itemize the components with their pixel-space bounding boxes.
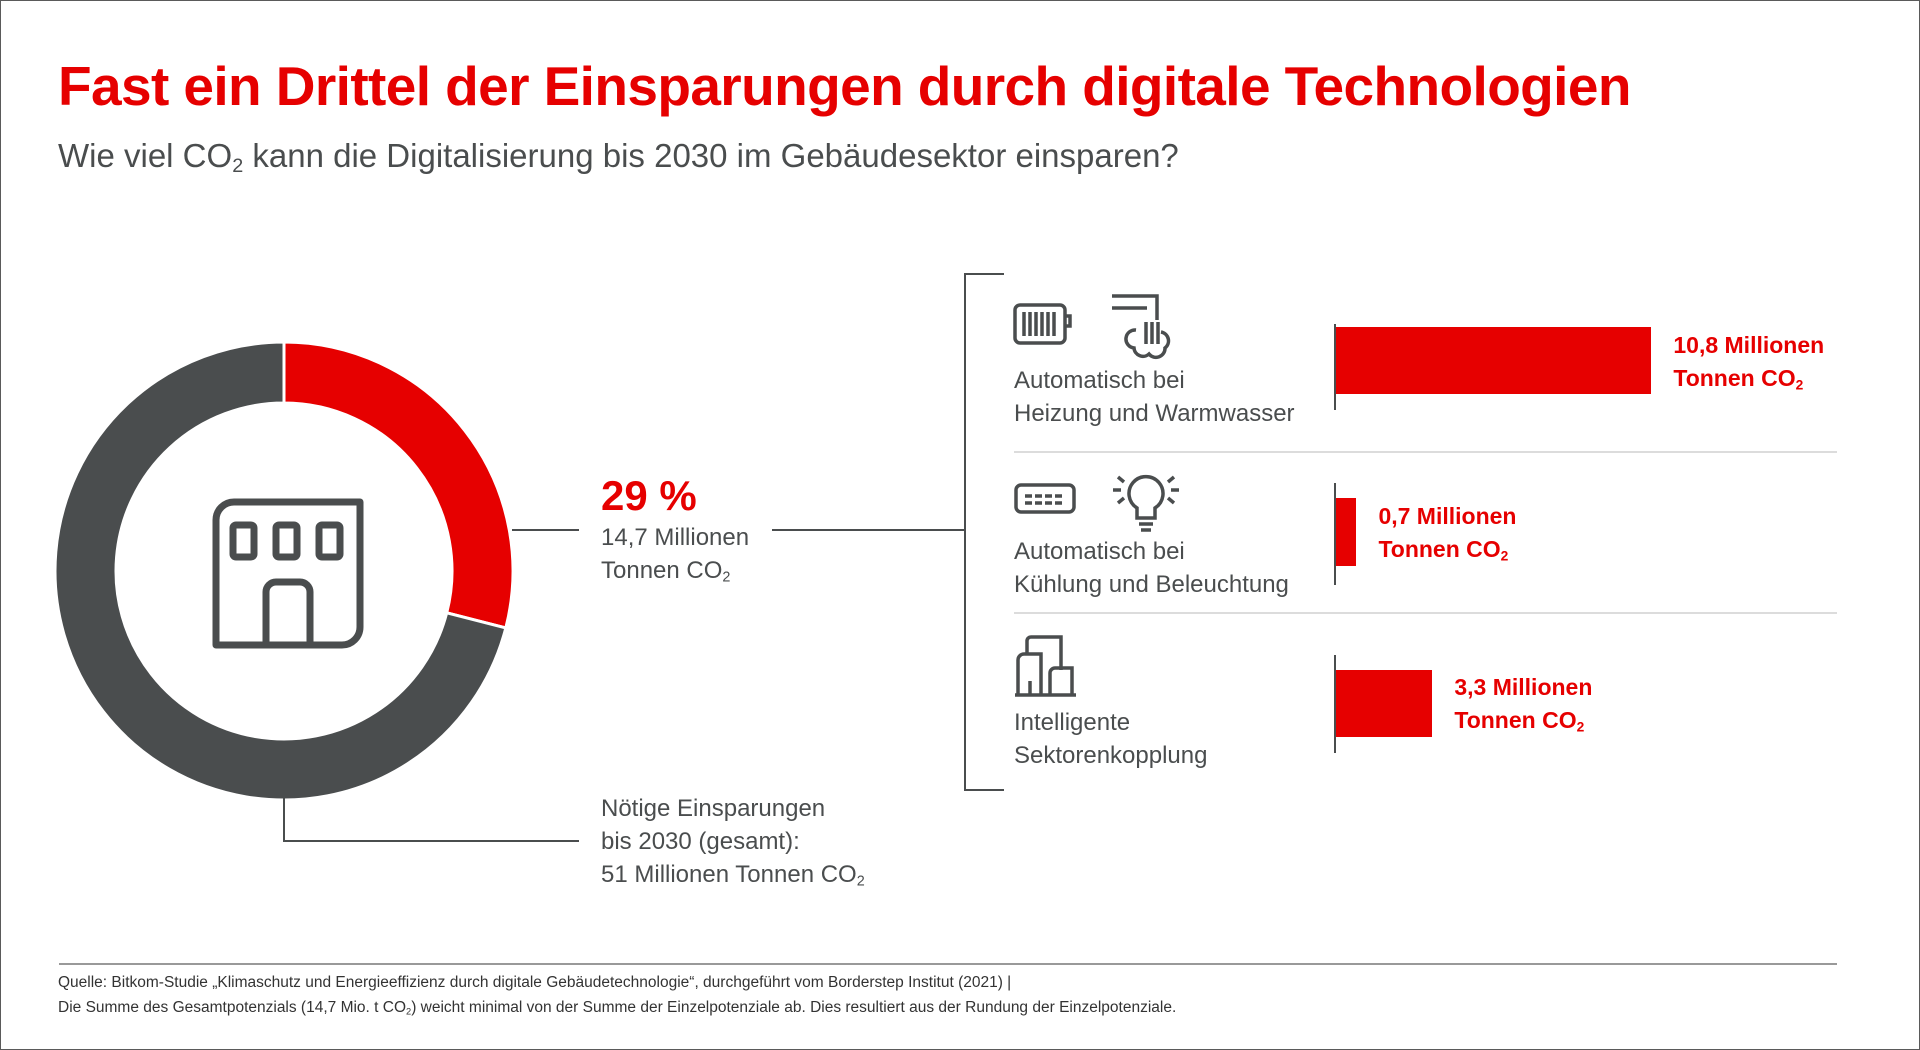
lightbulb-icon [1113,474,1179,532]
percent-label: 29 % [601,472,697,519]
category-line: Heizung und Warmwasser [1014,400,1295,427]
value-line: 3,3 Millionen [1454,674,1593,700]
note-text: Die Summe des Gesamtpotenzials (14,7 Mio… [58,999,407,1016]
connector-lines [283,273,1004,842]
bar-heating [1336,327,1652,394]
shower-icon [1112,294,1171,360]
subscript: 2 [722,569,731,586]
category-line: Automatisch bei [1014,538,1185,565]
page-title: Fast ein Drittel der Einsparungen durch … [58,55,1631,117]
radiator-icon [1013,303,1072,345]
subscript: 2 [1795,377,1804,393]
bar-sector-coupling [1336,670,1433,737]
row-separators [59,451,1837,965]
donut-chart [53,340,515,802]
donut-slice-remaining [53,340,508,802]
air-conditioner-icon [1014,483,1076,514]
buildings-icon [1015,635,1076,697]
savings-line: 14,7 Millionen [601,524,750,551]
bar-value-label: 10,8 Millionen Tonnen CO2 [1673,329,1824,395]
category-label-sector-coupling: Intelligente Sektorenkopplung [1014,706,1207,772]
subscript: 2 [856,873,865,890]
building-icon [212,498,364,649]
subscript: 2 [406,1006,412,1017]
subtitle-text: kann die Digitalisierung bis 2030 im Geb… [243,137,1179,174]
subtitle-text: Wie viel CO [58,137,233,174]
subscript: 2 [232,154,244,177]
subtitle: Wie viel CO2 kann die Digitalisierung bi… [58,137,1179,177]
value-text: Tonnen CO [1673,365,1796,391]
savings-line: Tonnen CO2 [601,554,749,587]
savings-digital-label: 14,7 Millionen Tonnen CO2 [601,521,749,587]
total-line: 51 Millionen Tonnen CO2 [601,858,865,891]
donut-slice-digital [282,340,515,630]
value-line: Tonnen CO2 [1673,362,1824,395]
value-line: Tonnen CO2 [1454,704,1592,737]
value-line: 0,7 Millionen [1378,503,1517,529]
bar-value-label: 0,7 Millionen Tonnen CO2 [1378,500,1516,566]
source-note: Quelle: Bitkom-Studie „Klimaschutz und E… [58,974,1012,991]
subscript: 2 [1500,548,1509,564]
category-line: Intelligente [1014,709,1131,736]
category-label-cooling: Automatisch bei Kühlung und Beleuchtung [1014,535,1289,601]
total-text: 51 Millionen Tonnen CO [601,861,857,888]
bar-cooling [1336,498,1357,566]
value-line: Tonnen CO2 [1378,533,1516,566]
rounding-note: Die Summe des Gesamtpotenzials (14,7 Mio… [58,999,1176,1017]
subscript: 2 [1576,719,1585,735]
note-text: ) weicht minimal von der Summe der Einze… [411,999,1177,1016]
savings-text: Tonnen CO [601,557,723,584]
category-line: Sektorenkopplung [1014,742,1208,769]
category-line: Kühlung und Beleuchtung [1014,571,1289,598]
category-line: Automatisch bei [1014,367,1185,394]
value-text: Tonnen CO [1378,536,1501,562]
total-savings-label: Nötige Einsparungen bis 2030 (gesamt): 5… [601,792,865,891]
bar-value-label: 3,3 Millionen Tonnen CO2 [1454,671,1592,737]
category-label-heating: Automatisch bei Heizung und Warmwasser [1014,364,1295,430]
total-line: Nötige Einsparungen [601,795,826,822]
value-line: 10,8 Millionen [1673,332,1825,358]
total-line: bis 2030 (gesamt): [601,828,800,855]
value-text: Tonnen CO [1454,707,1577,733]
